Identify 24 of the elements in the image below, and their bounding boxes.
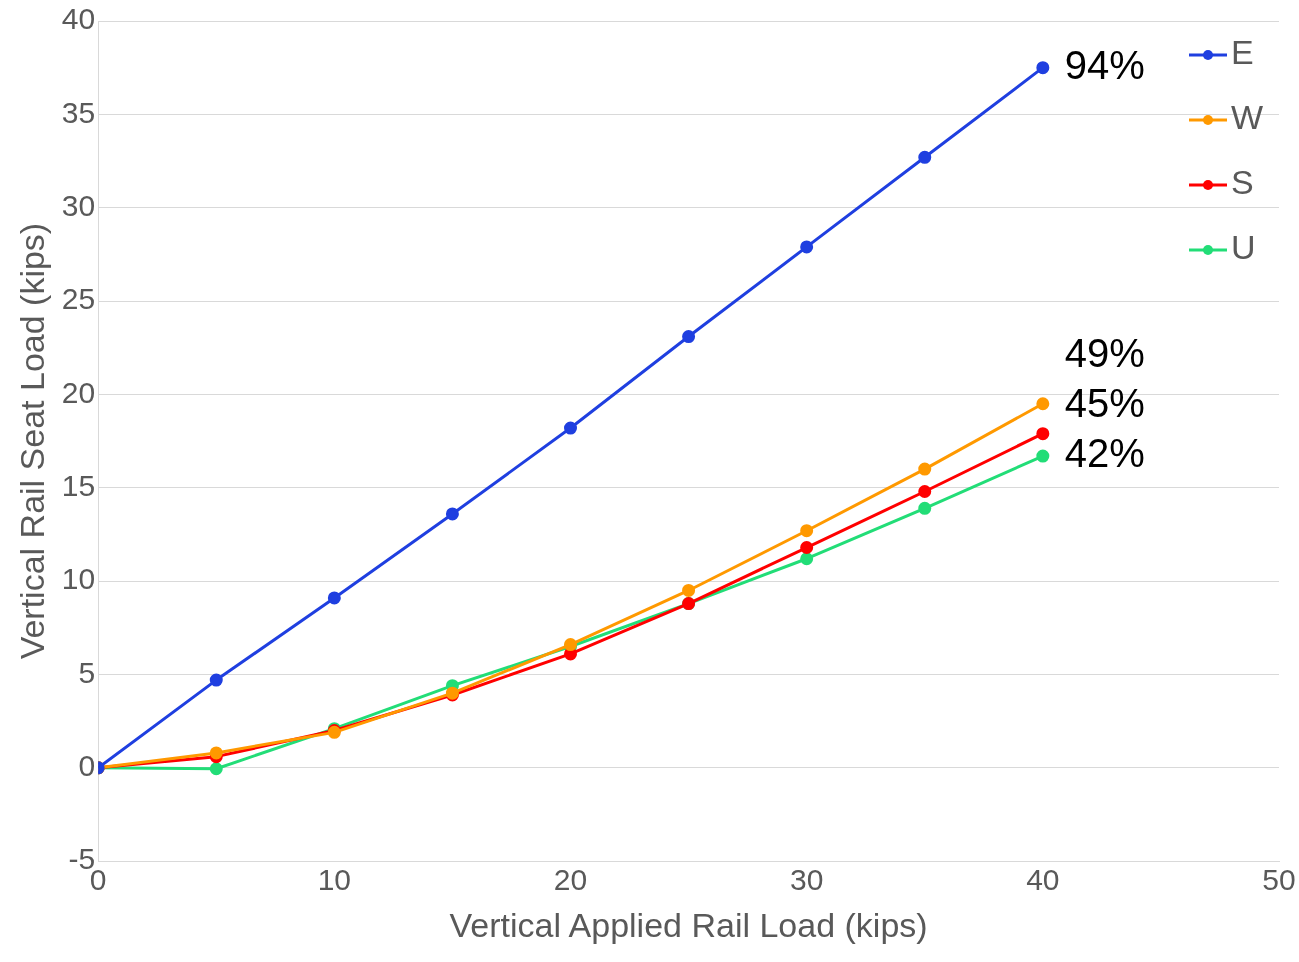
legend-label: W: [1231, 98, 1264, 137]
annotation: 49%: [1064, 331, 1145, 376]
y-tick-label: 20: [61, 375, 96, 409]
x-tick-label: 20: [553, 863, 588, 897]
annotation: 45%: [1064, 381, 1145, 426]
annotation: 94%: [1064, 42, 1145, 87]
legend-label: S: [1231, 163, 1254, 202]
y-tick-label: 15: [61, 469, 96, 503]
y-tick-label: 5: [78, 655, 96, 689]
y-tick-label: 10: [61, 562, 96, 596]
y-tick-label: 40: [61, 2, 96, 36]
y-axis-title: Vertical Rail Seat Load (kips): [12, 222, 51, 660]
x-axis-title: Vertical Applied Rail Load (kips): [449, 905, 928, 944]
legend-label: U: [1231, 228, 1256, 267]
x-tick-label: 40: [1026, 863, 1060, 897]
legend-label: E: [1231, 33, 1254, 72]
x-tick-label: 30: [789, 863, 824, 897]
y-tick-label: 25: [61, 282, 96, 316]
y-tick-label: 0: [78, 749, 96, 783]
y-tick-label: 30: [61, 188, 96, 222]
x-tick-label: 10: [317, 863, 352, 897]
y-tick-label: 35: [61, 95, 96, 129]
x-tick-label: 50: [1262, 863, 1296, 897]
annotation: 42%: [1064, 431, 1145, 476]
